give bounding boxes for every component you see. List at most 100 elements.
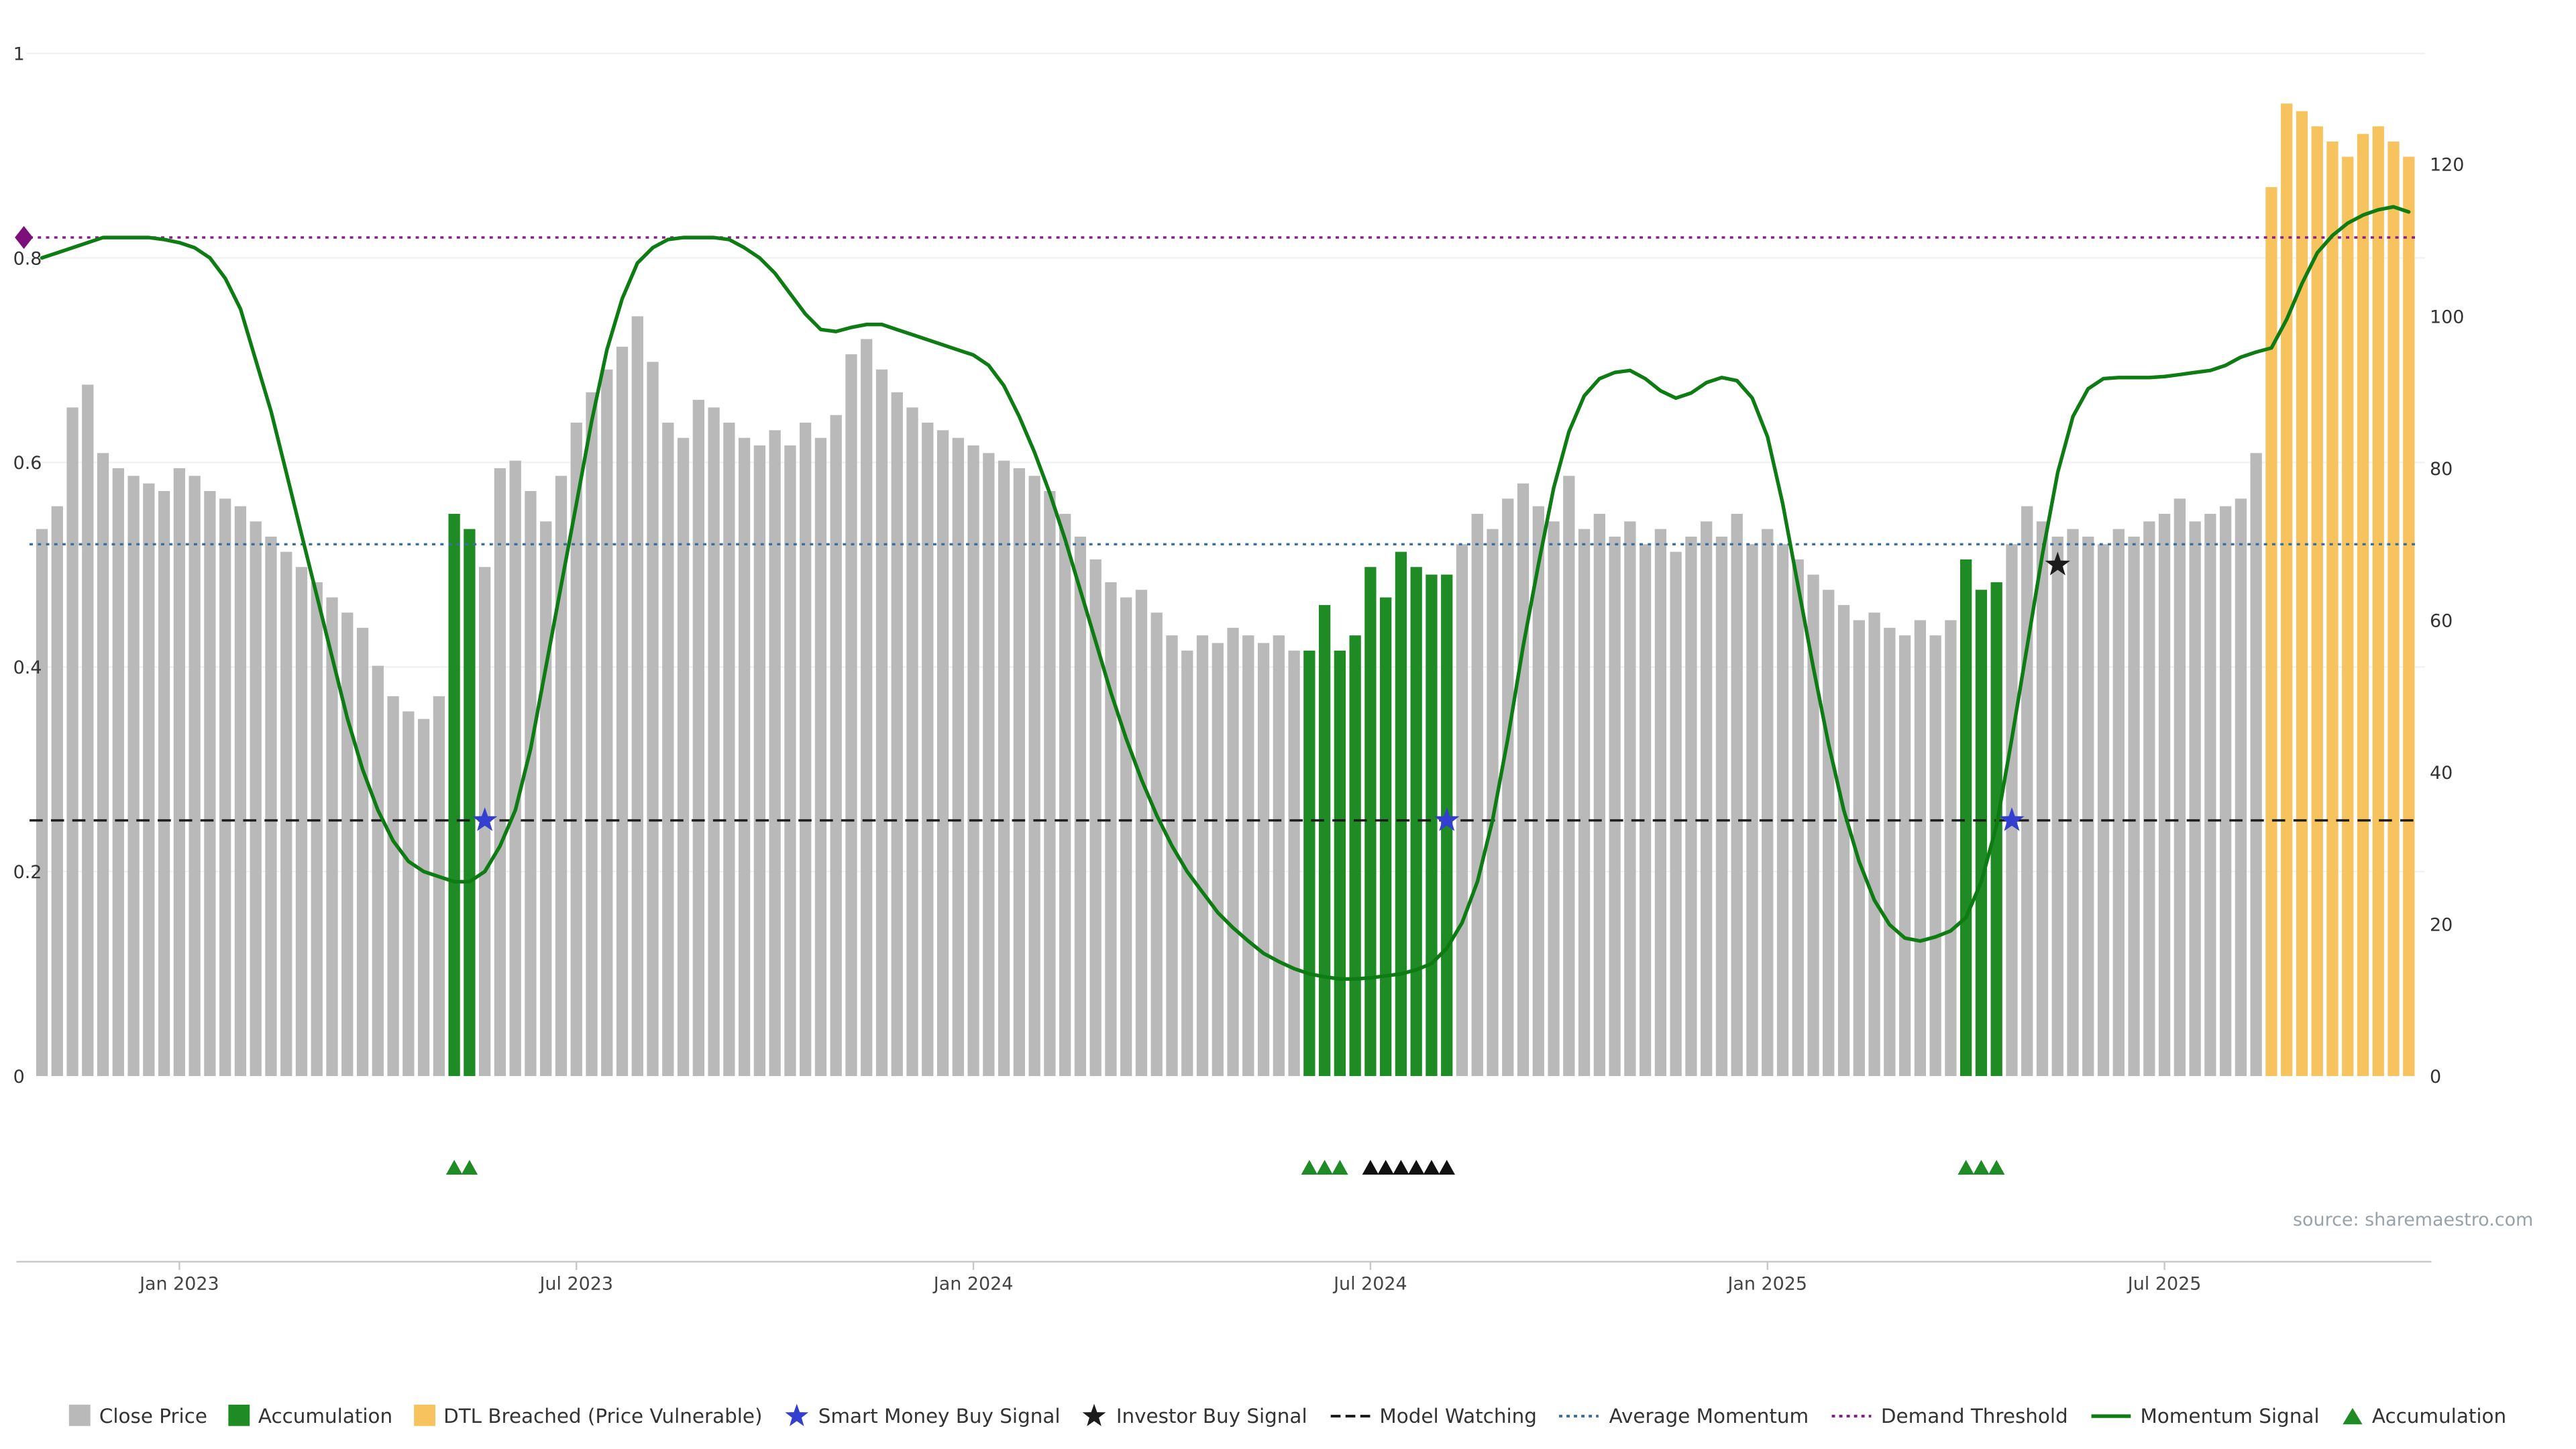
close-price-bar xyxy=(2158,513,2171,1077)
demand-threshold-swatch-icon xyxy=(1831,1413,1872,1417)
close-price-bar xyxy=(1837,604,1850,1077)
close-price-bar xyxy=(647,362,659,1077)
demand-threshold-diamond-icon xyxy=(15,225,34,250)
investor-triangle-icon xyxy=(1423,1159,1440,1175)
dtl-breached-bar xyxy=(2403,156,2415,1077)
right-axis-tick-label: 120 xyxy=(2430,155,2464,176)
accumulation-bar xyxy=(1395,551,1407,1077)
accumulation-triangle-icon xyxy=(461,1159,478,1175)
accumulation-triangle-icon xyxy=(1301,1159,1318,1175)
close-price-bar xyxy=(1089,559,1102,1077)
close-price-bar xyxy=(814,437,827,1077)
right-axis-tick-label: 0 xyxy=(2430,1067,2441,1087)
close-price-bar xyxy=(662,423,674,1077)
close-price-bar xyxy=(1914,620,1927,1077)
close-price-bar xyxy=(189,476,201,1077)
left-axis-tick-label: 0 xyxy=(13,1067,25,1087)
close-price-bar xyxy=(2204,513,2216,1077)
close-price-bar xyxy=(998,460,1010,1077)
close-price-bar xyxy=(1196,635,1209,1077)
close-price-bar xyxy=(2219,506,2232,1077)
investor-buy-star-icon xyxy=(2045,551,2070,576)
close-price-bar xyxy=(677,437,690,1077)
close-price-bar xyxy=(1212,643,1224,1077)
dtl-breached-bar xyxy=(2342,156,2354,1077)
legend-item-accumulation: Accumulation xyxy=(2341,1404,2506,1427)
close-price-bar xyxy=(2112,529,2125,1077)
close-price-bar xyxy=(967,445,979,1077)
close-price-bar xyxy=(311,582,323,1077)
accumulation-swatch-icon xyxy=(228,1404,250,1426)
accumulation-bar xyxy=(1960,559,1972,1077)
legend-label: Smart Money Buy Signal xyxy=(818,1403,1061,1427)
close-price-bar xyxy=(204,490,216,1077)
close-price-bar xyxy=(158,490,170,1077)
close-price-bar xyxy=(1273,635,1285,1077)
close-price-bar xyxy=(417,718,430,1077)
close-price-bar xyxy=(1746,544,1758,1077)
accumulation-bar xyxy=(1318,604,1331,1077)
close-price-bar xyxy=(1150,612,1163,1077)
legend-label: Investor Buy Signal xyxy=(1116,1403,1307,1427)
smart-money-buy-signal-swatch-icon xyxy=(785,1403,809,1426)
close-price-bar xyxy=(36,529,48,1077)
close-price-bar xyxy=(845,354,857,1077)
dtl-breached-bar xyxy=(2372,126,2384,1077)
accumulation-triangle-icon xyxy=(445,1159,463,1175)
close-price-bar xyxy=(1532,506,1544,1077)
accumulation-bar xyxy=(464,529,476,1077)
accumulation-bar xyxy=(1334,650,1346,1077)
average-momentum-swatch-icon xyxy=(1560,1413,1599,1417)
legend-label: Accumulation xyxy=(258,1403,393,1427)
legend-label: DTL Breached (Price Vulnerable) xyxy=(443,1403,763,1427)
accumulation-bar xyxy=(1303,650,1316,1077)
close-price-bar xyxy=(2174,498,2186,1077)
momentum-signal-line xyxy=(40,205,2411,981)
close-price-bar xyxy=(1456,544,1468,1077)
investor-triangle-icon xyxy=(1438,1159,1455,1175)
close-price-bar xyxy=(2067,529,2079,1077)
close-price-bar xyxy=(1044,490,1056,1077)
close-price-bar xyxy=(906,407,918,1077)
legend-item-smart-money-buy-signal: Smart Money Buy Signal xyxy=(784,1403,1061,1428)
close-price-bar xyxy=(372,665,384,1077)
close-price-bar xyxy=(769,430,781,1077)
right-axis-tick-label: 80 xyxy=(2430,459,2453,480)
close-price-bar xyxy=(586,392,598,1077)
close-price-bar xyxy=(1685,536,1697,1077)
close-price-bar xyxy=(2250,453,2262,1077)
close-price-bar xyxy=(1135,590,1148,1077)
close-price-bar xyxy=(1105,582,1117,1077)
close-price-bar xyxy=(616,346,629,1077)
legend-item-investor-buy-signal: Investor Buy Signal xyxy=(1081,1403,1307,1428)
close-price-bar xyxy=(112,468,124,1077)
close-price-bar xyxy=(51,506,63,1077)
close-price-bar xyxy=(525,490,537,1077)
close-price-bar xyxy=(280,551,292,1077)
close-price-bar xyxy=(1884,627,1896,1077)
close-price-bar xyxy=(1487,529,1499,1077)
close-price-bar xyxy=(1593,513,1605,1077)
close-price-bar xyxy=(1120,597,1132,1077)
close-price-bar xyxy=(494,468,506,1077)
legend-item-model-watching: Model Watching xyxy=(1328,1404,1537,1427)
close-price-bar xyxy=(433,696,445,1077)
smart-money-buy-star-icon xyxy=(472,807,498,831)
right-axis-tick-label: 100 xyxy=(2430,307,2464,327)
accumulation-triangle-icon xyxy=(1316,1159,1333,1175)
accumulation-triangle-icon xyxy=(1332,1159,1348,1175)
close-price-bar xyxy=(570,423,582,1077)
investor-triangle-icon xyxy=(1362,1159,1379,1175)
accumulation-bar xyxy=(1364,567,1377,1077)
right-axis-tick-label: 40 xyxy=(2430,763,2453,784)
close-price-bar xyxy=(97,453,109,1077)
close-price-bar xyxy=(1288,650,1300,1077)
close-price-bar xyxy=(631,316,643,1077)
close-price-bar xyxy=(1929,635,1941,1077)
close-price-bar xyxy=(875,369,888,1077)
close-price-bar xyxy=(692,400,704,1077)
close-price-bar xyxy=(1502,498,1514,1077)
legend-label: Demand Threshold xyxy=(1880,1403,2068,1427)
accumulation-triangle-icon xyxy=(1957,1159,1974,1175)
